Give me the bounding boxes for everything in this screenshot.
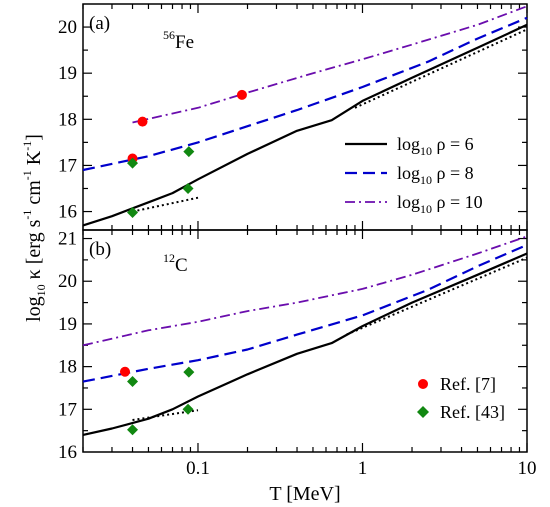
series-line-rho10	[132, 5, 528, 124]
x-tick-label: 1	[358, 458, 368, 479]
legend-marker-ref7	[418, 379, 428, 389]
legend-label-ref43: Ref. [43]	[440, 402, 505, 422]
legend-label-rho6: log10 ρ = 6	[397, 134, 474, 158]
x-axis-title: T [MeV]	[269, 483, 340, 505]
series-line-rho6	[82, 23, 528, 227]
reference-dotted-line	[132, 196, 199, 213]
reference-dotted-line	[346, 256, 528, 336]
legend-label-rho8: log10 ρ = 8	[397, 163, 474, 187]
panel-b-nucleus: 12C	[163, 251, 188, 276]
marker-ref43	[183, 366, 195, 378]
reference-dotted-line	[354, 28, 528, 109]
y-tick-label: 16	[58, 442, 77, 463]
nucleus-b-element: C	[175, 255, 188, 276]
x-tick-label: 0.1	[186, 458, 210, 479]
series-line-rho8	[82, 243, 528, 383]
marker-points	[119, 89, 247, 436]
series-lines	[82, 5, 528, 436]
marker-ref43	[127, 157, 139, 169]
x-tick-label: 10	[518, 458, 537, 479]
legend-label-rho10: log10 ρ = 10	[397, 192, 483, 216]
series-line-rho6	[82, 252, 528, 436]
legend-a: log10 ρ = 6 log10 ρ = 8 log10 ρ = 10	[345, 134, 483, 216]
y-tick-label: 17	[58, 399, 77, 420]
y-tick-label: 20	[58, 17, 77, 38]
axis-ticks	[82, 4, 528, 452]
legend-b: Ref. [7] Ref. [43]	[417, 374, 505, 422]
series-line-rho8	[82, 16, 528, 172]
marker-ref43	[182, 403, 194, 415]
y-tick-label: 19	[58, 314, 77, 335]
marker-ref7	[137, 116, 148, 127]
y-tick-label: 17	[58, 155, 77, 176]
marker-ref43	[182, 182, 194, 194]
tick-labels: 16 17 18 19 20 16 17 18 19 20 21 0.1 1 10	[58, 17, 537, 479]
marker-ref43	[127, 206, 139, 218]
marker-ref43	[127, 424, 139, 436]
legend-marker-ref43	[417, 406, 429, 418]
panel-a-label: (a)	[89, 13, 110, 34]
panel-b-frame	[82, 229, 528, 453]
y-tick-label: 16	[58, 202, 77, 223]
y-tick-label: 18	[58, 109, 77, 130]
y-axis-title: log10 κ [erg s-1 cm-1 K-1]	[20, 134, 48, 322]
marker-ref7	[119, 366, 130, 377]
panel-b-label: (b)	[89, 239, 111, 260]
y-tick-label: 18	[58, 357, 77, 378]
marker-ref43	[127, 376, 139, 388]
y-tick-label: 19	[58, 63, 77, 84]
nucleus-a-element: Fe	[175, 32, 194, 53]
legend-label-ref7: Ref. [7]	[440, 374, 496, 394]
marker-ref43	[183, 146, 195, 158]
y-tick-label: 20	[58, 271, 77, 292]
y-tick-label: 21	[58, 229, 77, 250]
nucleus-b-mass: 12	[163, 251, 175, 265]
panel-a-nucleus: 56Fe	[163, 28, 194, 53]
marker-ref7	[236, 89, 247, 100]
series-line-rho10	[82, 235, 528, 347]
nucleus-a-mass: 56	[163, 28, 175, 42]
